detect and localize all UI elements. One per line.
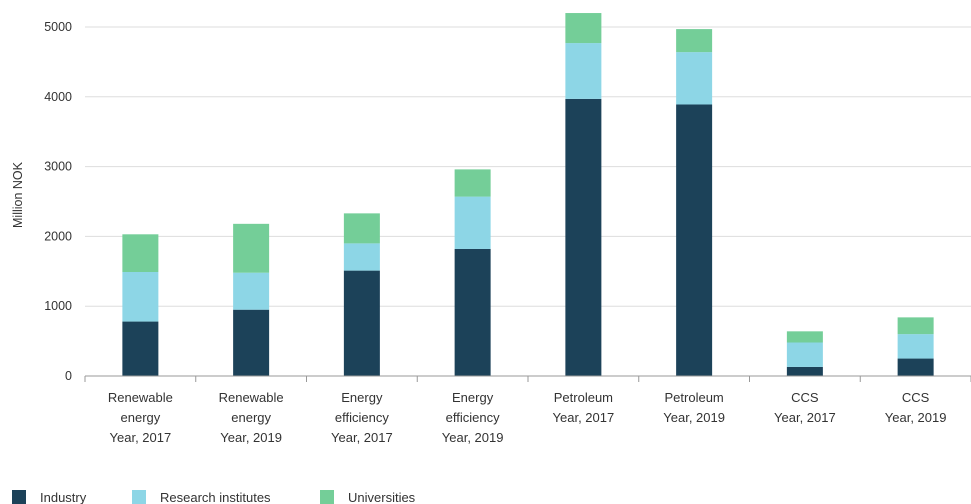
y-axis-title: Million NOK [11,161,25,228]
y-tick-label: 5000 [44,20,72,34]
legend-label: Industry [40,490,87,504]
x-tick-label: Year, 2017 [553,410,615,425]
bar-industry [565,98,602,377]
bars [122,13,934,377]
bar-research-institutes [233,272,270,310]
x-tick-label: Year, 2017 [110,430,172,445]
bar-industry [897,358,934,376]
y-axis-ticks: 0 1000 2000 3000 4000 5000 [44,20,72,383]
bar-universities [565,13,602,44]
legend-swatch [320,490,334,504]
gridlines [85,26,971,307]
bar-universities [676,29,713,53]
bar-universities [343,213,380,244]
bar-research-institutes [676,52,713,105]
x-tick-label: efficiency [446,410,500,425]
x-axis [84,375,971,382]
legend-label: Research institutes [160,490,271,504]
legend-swatch [132,490,146,504]
x-tick-label: Renewable [219,390,284,405]
bar-industry [786,366,823,376]
bar-industry [233,309,270,376]
y-tick-label: 3000 [44,160,72,174]
bar-industry [343,270,380,376]
x-tick-label: energy [231,410,271,425]
x-tick-label: energy [121,410,161,425]
bar-research-institutes [122,271,159,322]
legend-swatch [12,490,26,504]
bar-industry [676,104,713,376]
bar-universities [233,223,270,273]
bar-industry [122,321,159,376]
bar-universities [786,331,823,343]
x-tick-label: Year, 2019 [442,430,504,445]
x-tick-label: CCS [791,390,819,405]
bar-universities [897,317,934,335]
x-tick-label: efficiency [335,410,389,425]
x-axis-labels: Renewable energy Year, 2017 Renewable energy… [108,390,947,445]
x-tick-label: Year, 2019 [663,410,725,425]
x-tick-label: Year, 2019 [885,410,947,425]
bar-research-institutes [897,334,934,359]
y-tick-label: 4000 [44,90,72,104]
bar-universities [454,169,491,197]
y-tick-label: 2000 [44,229,72,243]
legend: Industry Research institutes Universities [12,490,416,504]
bar-research-institutes [565,43,602,99]
bar-research-institutes [454,196,491,249]
bar-universities [122,234,159,272]
x-tick-label: Petroleum [665,390,724,405]
x-tick-label: CCS [902,390,930,405]
x-tick-label: Renewable [108,390,173,405]
x-tick-label: Energy [341,390,383,405]
x-tick-label: Year, 2017 [774,410,836,425]
legend-label: Universities [348,490,416,504]
x-tick-label: Petroleum [554,390,613,405]
x-tick-label: Energy [452,390,494,405]
x-tick-label: Year, 2017 [331,430,393,445]
bar-industry [454,248,491,376]
x-tick-label: Year, 2019 [220,430,282,445]
y-tick-label: 1000 [44,299,72,313]
bar-research-institutes [786,342,823,367]
y-tick-label: 0 [65,369,72,383]
bar-research-institutes [343,243,380,271]
